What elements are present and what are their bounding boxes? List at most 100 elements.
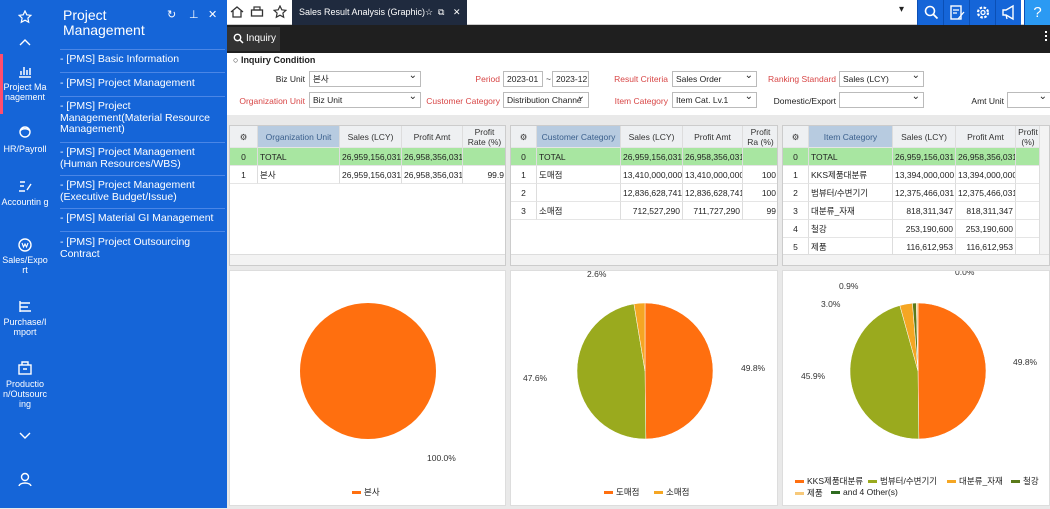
tab-list-dropdown-icon[interactable]: ▾	[899, 4, 905, 15]
ranking-standard-select[interactable]: Sales (LCY)	[839, 71, 924, 87]
result-criteria-select[interactable]: Sales Order	[672, 71, 757, 87]
legend-item: 철강	[1011, 475, 1039, 487]
pie-data-label: 100.0%	[427, 453, 456, 463]
column-header[interactable]: Customer Category	[537, 126, 621, 148]
legend-swatch	[654, 491, 663, 495]
customer-category-select[interactable]: Distribution Channe	[503, 92, 589, 108]
gear-icon[interactable]	[969, 0, 995, 25]
pie-data-label: 0.9%	[839, 281, 859, 291]
menu-item-material-gi[interactable]: - [PMS] Material GI Management	[60, 212, 214, 224]
grid-settings-icon[interactable]: ⚙	[511, 126, 537, 148]
organization-unit-select[interactable]: Biz Unit	[309, 92, 421, 108]
inquiry-button[interactable]: Inquiry	[227, 27, 280, 51]
column-header[interactable]: Profit Ra (%)	[743, 126, 777, 148]
menu-item-outsourcing-contract[interactable]: - [PMS] Project Outsourcing Contract	[60, 236, 191, 260]
cell: 99	[743, 202, 777, 220]
row-number: 0	[783, 148, 809, 166]
more-options-icon[interactable]	[1045, 31, 1047, 33]
cell: 26,958,356,031	[402, 148, 463, 166]
legend-label: 도매점	[616, 487, 640, 497]
module-rail: Project Ma nagement HR/Payroll Accountin…	[0, 0, 50, 508]
rail-item-production-outsourcing[interactable]: Productio n/Outsourc ing	[0, 360, 50, 409]
legend-label: and 4 Other(s)	[843, 487, 898, 497]
grid-settings-icon[interactable]: ⚙	[230, 126, 258, 148]
table-row[interactable]: 3 대분류_자재 818,311,347 818,311,347	[783, 202, 1049, 220]
refresh-icon[interactable]: ↻	[167, 9, 177, 21]
menu-item-human-resources[interactable]: - [PMS] Project Management (Human Resour…	[60, 146, 195, 170]
user-profile-icon[interactable]	[0, 471, 50, 490]
printer-icon[interactable]	[250, 5, 264, 21]
period-from-input[interactable]: 2023-01	[503, 71, 543, 87]
column-header[interactable]: Sales (LCY)	[340, 126, 402, 148]
rail-item-accounting[interactable]: Accountin g	[0, 178, 50, 207]
column-header[interactable]: Profit Amt	[683, 126, 743, 148]
legend-item: and 4 Other(s)	[831, 487, 898, 497]
vertical-scrollbar[interactable]	[1039, 126, 1049, 256]
rail-item-sales-export[interactable]: Sales/Expo rt	[0, 236, 50, 275]
rail-item-purchase-import[interactable]: Purchase/I mport	[0, 298, 50, 337]
chevron-up-icon[interactable]	[0, 38, 50, 49]
rail-item-hr-payroll[interactable]: HR/Payroll	[0, 125, 50, 154]
grid-settings-icon[interactable]: ⚙	[783, 126, 809, 148]
menu-item-basic-information[interactable]: - [PMS] Basic Information	[60, 53, 180, 65]
menu-item-material-resource[interactable]: - [PMS] Project Management(Material Reso…	[60, 100, 210, 135]
column-header[interactable]: Sales (LCY)	[621, 126, 683, 148]
megaphone-icon[interactable]	[995, 0, 1021, 25]
close-icon[interactable]: ✕	[208, 9, 218, 21]
legend-swatch	[831, 491, 840, 495]
grid-header-row: ⚙ Organization Unit Sales (LCY) Profit A…	[230, 126, 505, 148]
column-header[interactable]: Sales (LCY)	[893, 126, 956, 148]
table-row[interactable]: 1 KKS제품대분류 13,394,000,000 13,394,000,000	[783, 166, 1049, 184]
help-icon[interactable]: ?	[1024, 0, 1050, 25]
divider	[60, 72, 225, 73]
pie-slice	[916, 302, 919, 372]
horizontal-scrollbar[interactable]	[783, 254, 1049, 265]
biz-unit-select[interactable]: 본사	[309, 71, 421, 87]
home-icon[interactable]	[230, 5, 244, 21]
table-row[interactable]: 1 도매점 13,410,000,000 13,410,000,000 100	[511, 166, 777, 184]
item-category-select[interactable]: Item Cat. Lv.1	[672, 92, 757, 108]
legend-swatch	[795, 492, 804, 496]
column-header[interactable]: Profit Amt	[402, 126, 463, 148]
table-row[interactable]: 0 TOTAL 26,959,156,031 26,958,356,031	[783, 148, 1049, 166]
search-icon[interactable]	[917, 0, 943, 25]
menu-item-executive-budget[interactable]: - [PMS] Project Management (Executive Bu…	[60, 179, 195, 203]
tab-popout-icon[interactable]: ⧉	[438, 7, 445, 17]
horizontal-scrollbar[interactable]	[511, 254, 777, 265]
column-header[interactable]: Profit Rate (%)	[463, 126, 505, 148]
amt-unit-select[interactable]	[1007, 92, 1050, 108]
table-row[interactable]: 3 소매점 712,527,290 711,727,290 99	[511, 202, 777, 220]
table-row[interactable]: 2 12,836,628,741 12,836,628,741 100	[511, 184, 777, 202]
table-row[interactable]: 0 TOTAL 26,959,156,031 26,958,356,031	[230, 148, 505, 166]
cell: 26,958,356,031	[683, 148, 743, 166]
cell: 26,959,156,031	[340, 166, 402, 184]
horizontal-scrollbar[interactable]	[230, 254, 505, 265]
row-number: 1	[230, 166, 258, 184]
pie-slice	[576, 303, 647, 440]
cell	[537, 184, 621, 202]
column-header[interactable]: Profit (%)	[1016, 126, 1041, 148]
legend-swatch	[604, 491, 613, 495]
chevron-down-icon[interactable]	[0, 432, 50, 443]
period-to-input[interactable]: 2023-12	[552, 71, 589, 87]
tab-sales-result-analysis[interactable]: Sales Result Analysis (Graphic) ☆ ⧉ ✕	[292, 0, 467, 25]
table-row[interactable]: 0 TOTAL 26,959,156,031 26,958,356,031	[511, 148, 777, 166]
tab-star-icon[interactable]: ☆	[425, 7, 434, 17]
table-row[interactable]: 1 본사 26,959,156,031 26,958,356,031 99.9	[230, 166, 505, 184]
cell: TOTAL	[809, 148, 893, 166]
star-icon[interactable]	[272, 4, 288, 21]
table-row[interactable]: 4 철강 253,190,600 253,190,600	[783, 220, 1049, 238]
table-row[interactable]: 2 범뷰터/수변기기 12,375,466,031 12,375,466,031	[783, 184, 1049, 202]
column-header[interactable]: Profit Amt	[956, 126, 1016, 148]
favorites-star-icon[interactable]	[0, 10, 50, 27]
domestic-export-select[interactable]	[839, 92, 924, 108]
edit-document-icon[interactable]	[943, 0, 969, 25]
pie-data-label: 2.6%	[587, 271, 607, 279]
tab-close-icon[interactable]: ✕	[453, 7, 461, 17]
column-header[interactable]: Organization Unit	[258, 126, 340, 148]
pin-icon[interactable]: ⊥	[189, 9, 199, 21]
rail-item-project-management[interactable]: Project Ma nagement	[0, 63, 50, 102]
menu-item-project-management[interactable]: - [PMS] Project Management	[60, 77, 195, 89]
tab-bar: Sales Result Analysis (Graphic) ☆ ⧉ ✕ ▾ …	[227, 0, 1050, 25]
column-header[interactable]: Item Category	[809, 126, 893, 148]
